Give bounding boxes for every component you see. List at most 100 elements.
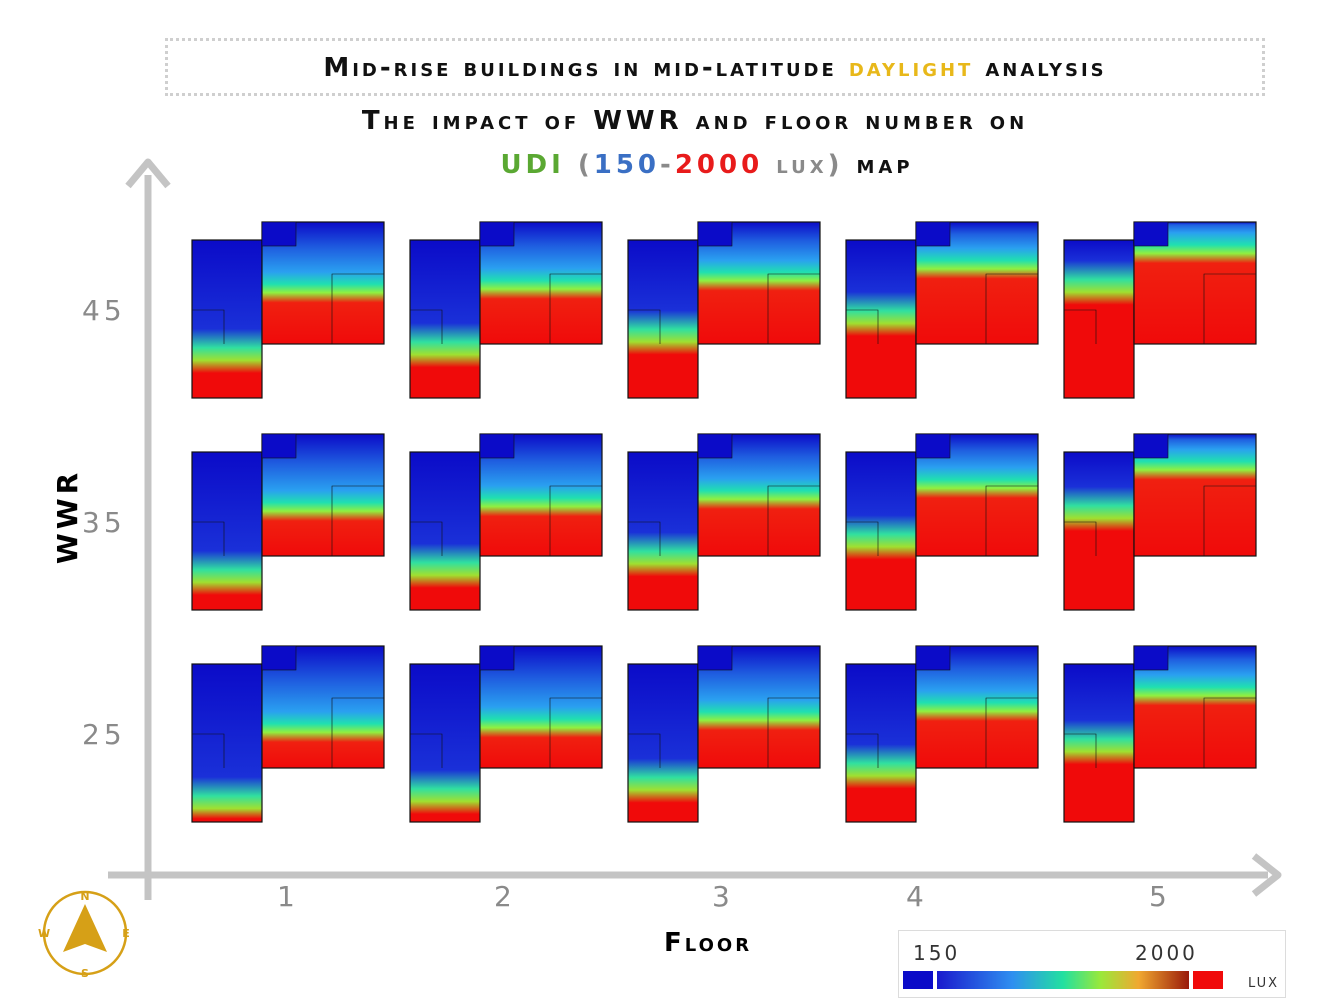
heatmap-room-divider: [410, 309, 443, 344]
heatmap-room-divider: [1064, 309, 1097, 344]
heatmap-room-divider: [985, 697, 1038, 768]
heatmap-room-divider: [549, 485, 602, 556]
heatmap-corner-room: [915, 221, 951, 247]
heatmap-cell-floor2-wwr45: [409, 221, 603, 399]
heatmap-room-divider: [331, 485, 384, 556]
heatmap-corner-room: [915, 645, 951, 671]
main-title: Mid-rise buildings in mid-latitude dayli…: [168, 53, 1262, 83]
heatmap-room-divider: [846, 733, 879, 768]
x-tick-label: 1: [277, 880, 299, 913]
colorbar-unit: lux: [1247, 971, 1279, 992]
heatmap-cell-floor2-wwr25: [409, 645, 603, 823]
heatmap-cell-floor3-wwr45: [627, 221, 821, 399]
title-text-part1: Mid-rise buildings in mid-latitude: [323, 53, 849, 83]
heatmap-room-divider: [628, 733, 661, 768]
compass-south: S: [81, 967, 89, 980]
heatmap-right-block: [261, 221, 385, 345]
heatmap-cell-floor3-wwr25: [627, 645, 821, 823]
heatmap-left-wing: [627, 663, 699, 823]
x-axis-arrowhead: [1251, 853, 1282, 897]
x-tick-label: 3: [712, 880, 734, 913]
heatmap-left-wing: [409, 239, 481, 399]
heatmap-cell-floor1-wwr35: [191, 433, 385, 611]
heatmap-right-block: [915, 433, 1039, 557]
heatmap-room-divider: [846, 309, 879, 344]
heatmap-left-wing: [845, 663, 917, 823]
heatmap-room-divider: [1203, 697, 1256, 768]
heatmap-left-wing: [1063, 663, 1135, 823]
heatmap-corner-room: [1133, 645, 1169, 671]
title-box: Mid-rise buildings in mid-latitude dayli…: [165, 38, 1265, 96]
heatmap-left-wing: [409, 451, 481, 611]
y-axis-label: WWR: [51, 468, 85, 565]
subtitle-udi: UDI: [500, 150, 565, 180]
heatmap-corner-room: [915, 433, 951, 459]
subtitle-line2: UDI (150-2000 lux) map: [0, 150, 1344, 180]
heatmap-right-block: [1133, 221, 1257, 345]
heatmap-right-block: [479, 645, 603, 769]
heatmap-room-divider: [331, 697, 384, 768]
heatmap-room-divider: [410, 521, 443, 556]
y-tick-label: 45: [82, 294, 126, 327]
heatmap-right-block: [261, 645, 385, 769]
heatmap-room-divider: [628, 521, 661, 556]
heatmap-right-block: [915, 645, 1039, 769]
heatmap-room-divider: [331, 273, 384, 344]
x-tick-label: 4: [906, 880, 928, 913]
x-axis-label: Floor: [664, 928, 753, 958]
heatmap-right-block: [1133, 433, 1257, 557]
heatmap-cell-floor5-wwr25: [1063, 645, 1257, 823]
heatmap-left-wing: [1063, 451, 1135, 611]
heatmap-corner-room: [479, 433, 515, 459]
subtitle-open-paren: (: [564, 150, 594, 180]
colorbar-max-label: 2000: [1135, 941, 1198, 965]
heatmap-room-divider: [767, 697, 820, 768]
y-tick-label: 35: [82, 506, 126, 539]
heatmap-room-divider: [985, 485, 1038, 556]
heatmap-right-block: [697, 221, 821, 345]
heatmap-corner-room: [697, 221, 733, 247]
heatmap-room-divider: [628, 309, 661, 344]
heatmap-right-block: [479, 221, 603, 345]
heatmap-left-wing: [627, 239, 699, 399]
heatmap-right-block: [697, 645, 821, 769]
heatmap-corner-room: [697, 433, 733, 459]
heatmap-corner-room: [697, 645, 733, 671]
colorbar-legend: 150 2000 lux: [898, 930, 1286, 998]
heatmap-right-block: [261, 433, 385, 557]
heatmap-room-divider: [192, 309, 225, 344]
heatmap-cell-floor3-wwr35: [627, 433, 821, 611]
x-tick-label: 2: [494, 880, 516, 913]
colorbar-gradient: [937, 971, 1189, 989]
heatmap-left-wing: [845, 239, 917, 399]
heatmap-corner-room: [261, 645, 297, 671]
heatmap-room-divider: [846, 521, 879, 556]
heatmap-left-wing: [191, 239, 263, 399]
heatmap-room-divider: [549, 697, 602, 768]
heatmap-right-block: [1133, 645, 1257, 769]
heatmap-room-divider: [549, 273, 602, 344]
heatmap-left-wing: [845, 451, 917, 611]
subtitle-close-paren: ): [827, 150, 844, 180]
heatmap-left-wing: [191, 663, 263, 823]
subtitle-line1: The impact of WWR and floor number on: [361, 106, 1029, 136]
heatmap-cell-floor2-wwr35: [409, 433, 603, 611]
title-text-part2: analysis: [973, 53, 1107, 83]
colorbar-high-swatch: [1193, 971, 1223, 989]
title-highlight-daylight: daylight: [848, 53, 974, 83]
heatmap-right-block: [479, 433, 603, 557]
heatmap-room-divider: [192, 521, 225, 556]
compass-west: W: [38, 927, 50, 940]
subtitle-high-value: 2000: [674, 150, 764, 180]
heatmap-cell-floor4-wwr35: [845, 433, 1039, 611]
subtitle-end: map: [843, 150, 914, 180]
heatmap-cell-floor4-wwr45: [845, 221, 1039, 399]
heatmap-cell-floor1-wwr25: [191, 645, 385, 823]
heatmap-room-divider: [767, 273, 820, 344]
heatmap-left-wing: [1063, 239, 1135, 399]
y-tick-label: 25: [82, 718, 126, 751]
compass-north: N: [80, 890, 89, 903]
heatmap-room-divider: [1064, 521, 1097, 556]
colorbar-low-swatch: [903, 971, 933, 989]
heatmap-room-divider: [192, 733, 225, 768]
